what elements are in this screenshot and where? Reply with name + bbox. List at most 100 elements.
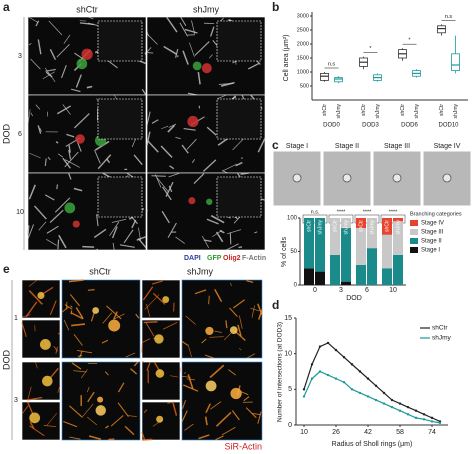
- process: [184, 28, 198, 34]
- process: [208, 295, 210, 305]
- group-label: shCtr: [400, 104, 406, 116]
- process: [55, 141, 59, 144]
- process: [70, 305, 73, 308]
- point: [438, 421, 442, 425]
- micrograph: [141, 279, 181, 319]
- process: [74, 113, 90, 129]
- process: [71, 362, 82, 370]
- process: [176, 55, 179, 58]
- bar-segment: [341, 228, 351, 282]
- process: [215, 411, 232, 427]
- process: [28, 290, 43, 305]
- process: [105, 425, 109, 429]
- process: [143, 321, 158, 324]
- process: [163, 45, 177, 55]
- row-label: 3: [14, 397, 18, 404]
- legend-label: F-Actin: [242, 255, 266, 262]
- process: [73, 187, 83, 192]
- process: [141, 431, 146, 440]
- legend-swatch: [410, 238, 418, 244]
- process: [165, 181, 174, 197]
- process: [28, 16, 38, 23]
- process: [208, 54, 213, 59]
- panel-label: c: [272, 138, 279, 152]
- process: [79, 22, 95, 26]
- process: [82, 403, 94, 417]
- process: [117, 402, 129, 418]
- micrograph: [181, 361, 263, 441]
- group-label: shCtr: [439, 104, 445, 116]
- y-tick-label: 1000: [297, 69, 309, 75]
- bar-label: shJmy: [395, 220, 401, 235]
- x-tick-label: 10: [389, 287, 397, 294]
- process: [57, 385, 61, 393]
- process: [136, 235, 147, 241]
- x-tick-label: 6: [365, 287, 369, 294]
- bar-label: shCtr: [332, 220, 338, 232]
- process: [156, 177, 169, 192]
- process: [30, 112, 34, 117]
- point: [302, 388, 306, 391]
- process: [179, 22, 189, 37]
- cell-body: [154, 334, 164, 344]
- process: [49, 48, 57, 60]
- process: [205, 403, 211, 413]
- point: [350, 363, 354, 366]
- process: [56, 105, 72, 115]
- process: [141, 338, 151, 344]
- process: [101, 339, 109, 344]
- process: [106, 305, 122, 320]
- process: [28, 43, 32, 46]
- significance: n.s: [445, 14, 453, 20]
- process: [181, 410, 188, 422]
- x-tick-label: 10: [300, 429, 308, 436]
- process: [221, 426, 236, 436]
- process: [191, 159, 195, 164]
- process: [62, 157, 71, 169]
- process: [241, 157, 243, 160]
- process: [87, 391, 95, 403]
- cell: [292, 173, 302, 183]
- bar-label: shJmy: [317, 220, 323, 235]
- legend-swatch: [410, 229, 418, 235]
- process: [123, 229, 134, 244]
- process: [151, 175, 166, 177]
- process: [223, 332, 232, 341]
- cell-body: [108, 319, 121, 332]
- process: [56, 44, 70, 58]
- cell-body: [201, 63, 212, 74]
- process: [38, 221, 47, 231]
- process: [68, 172, 72, 180]
- cell-body: [162, 296, 170, 303]
- process: [206, 126, 217, 136]
- process: [63, 34, 71, 44]
- process: [204, 354, 214, 359]
- significance: ****: [337, 209, 346, 215]
- column-header: shJmy: [187, 266, 214, 276]
- process: [141, 88, 147, 96]
- process: [152, 292, 166, 305]
- point: [414, 409, 418, 412]
- process: [146, 52, 154, 54]
- process: [232, 299, 245, 309]
- point: [366, 377, 370, 380]
- process: [133, 154, 143, 166]
- process: [44, 158, 47, 167]
- significance: *: [408, 38, 411, 44]
- decorations: [11, 16, 472, 441]
- process: [147, 140, 159, 153]
- process: [49, 300, 57, 315]
- process: [183, 384, 199, 392]
- legend-label: Stage IV: [421, 221, 444, 227]
- process: [198, 434, 210, 440]
- inset: [216, 20, 262, 62]
- process: [86, 416, 98, 426]
- significance: ****: [363, 209, 372, 215]
- process: [33, 205, 47, 220]
- process: [21, 322, 27, 337]
- process: [44, 194, 55, 201]
- process: [228, 19, 233, 22]
- process: [243, 396, 250, 402]
- process: [203, 239, 212, 242]
- y-tick-label: 10: [284, 351, 292, 358]
